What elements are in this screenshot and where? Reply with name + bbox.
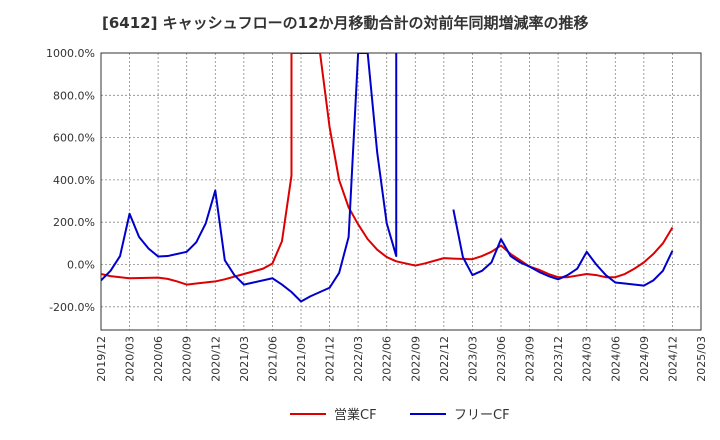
x-tick-label: 2022/12 <box>438 336 451 382</box>
x-tick-label: 2023/09 <box>524 336 537 382</box>
y-tick-label: -200.0% <box>49 301 95 314</box>
y-tick-label: 0.0% <box>67 259 95 272</box>
x-tick-label: 2025/03 <box>695 336 708 382</box>
x-tick-label: 2021/12 <box>324 336 337 382</box>
x-tick-label: 2020/09 <box>181 336 194 382</box>
x-tick-label: 2020/06 <box>152 336 165 382</box>
x-tick-label: 2023/06 <box>495 336 508 382</box>
series-line-free-cf <box>452 209 674 287</box>
x-tick-label: 2021/03 <box>238 336 251 382</box>
y-tick-label: 400.0% <box>53 174 95 187</box>
y-tick-label: 1000.0% <box>46 47 95 60</box>
x-tick-label: 2021/06 <box>266 336 279 382</box>
x-tick-label: 2020/03 <box>124 336 137 382</box>
chart-title: [6412] キャッシュフローの12か月移動合計の対前年同期増減率の推移 <box>102 14 589 32</box>
x-tick-label: 2024/03 <box>581 336 594 382</box>
x-tick-label: 2023/03 <box>466 336 479 382</box>
plot-border <box>100 52 702 331</box>
x-tick-label: 2024/12 <box>666 336 679 382</box>
legend-free-cf-label: フリーCF <box>454 408 510 423</box>
x-tick-label: 2023/12 <box>552 336 565 382</box>
x-tick-label: 2019/12 <box>95 336 108 382</box>
x-tick-label: 2022/06 <box>381 336 394 382</box>
x-tick-label: 2024/06 <box>609 336 622 382</box>
series-line-operating-cf <box>101 53 674 286</box>
y-tick-label: 600.0% <box>53 132 95 145</box>
series-line-free-cf <box>101 53 398 303</box>
x-tick-label: 2020/12 <box>209 336 222 382</box>
legend-operating-cf-label: 営業CF <box>334 407 377 423</box>
x-tick-label: 2022/03 <box>352 336 365 382</box>
x-tick-label: 2024/09 <box>638 336 651 382</box>
x-tick-label: 2022/09 <box>409 336 422 382</box>
x-tick-label: 2021/09 <box>295 336 308 382</box>
y-tick-label: 200.0% <box>53 216 95 229</box>
y-tick-label: 800.0% <box>53 89 95 102</box>
